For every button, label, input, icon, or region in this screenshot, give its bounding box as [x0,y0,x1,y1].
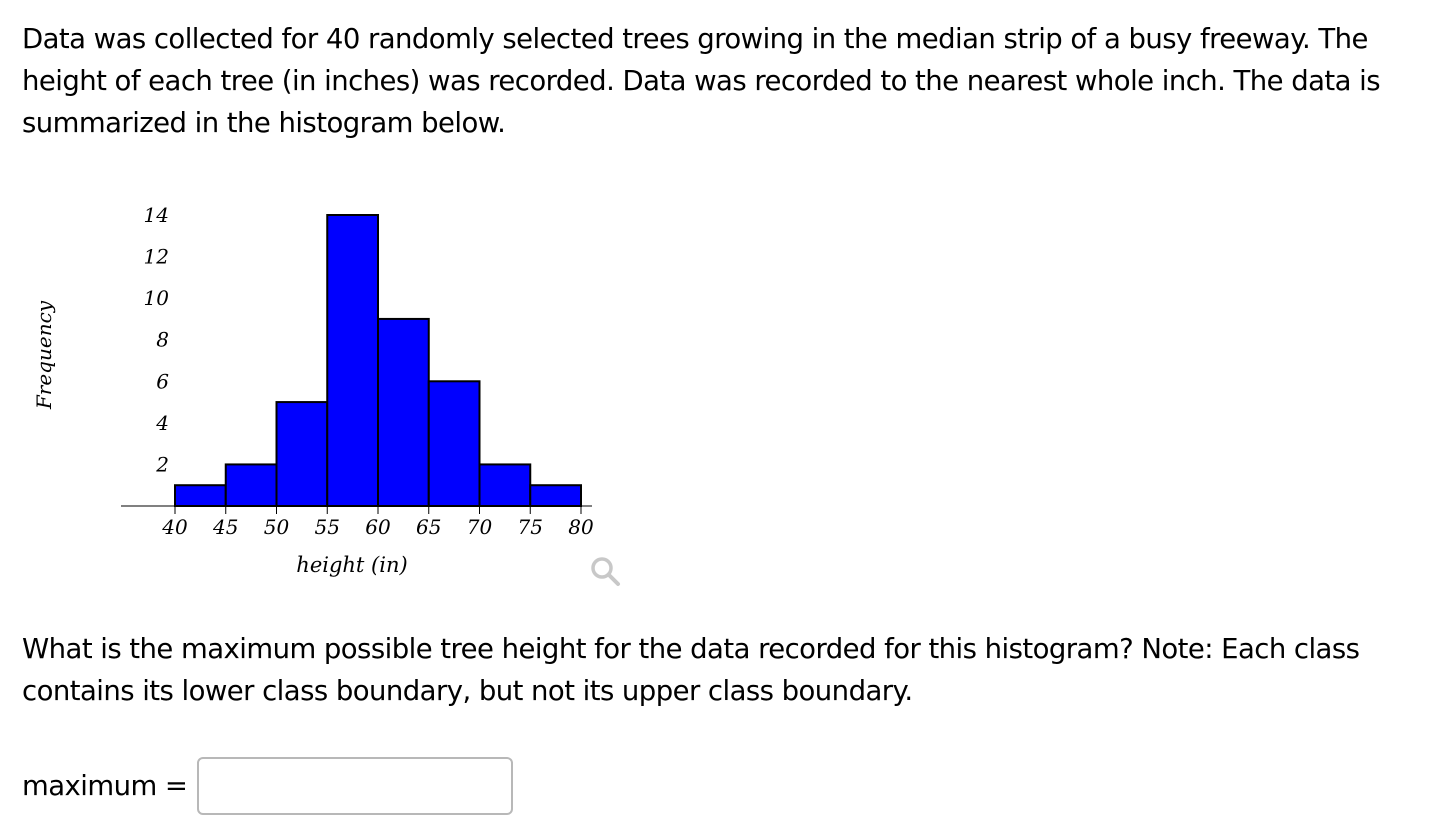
histogram-bar [529,484,582,508]
problem-statement: Data was collected for 40 randomly selec… [22,23,1381,139]
histogram-bar [478,463,532,507]
histogram-bar [224,463,278,507]
x-tick-label: 75 [518,515,543,539]
y-tick-label: 2 [155,452,169,476]
magnifier-icon[interactable] [588,555,624,589]
x-tick-label: 40 [161,515,188,539]
answer-row: maximum = [22,757,514,815]
histogram-bar [377,317,430,507]
x-tick-label: 80 [568,515,594,539]
histogram-bar [174,484,227,508]
y-axis-label: Frequency [32,300,56,410]
y-tick-label: 10 [144,286,170,310]
histogram-bars [174,214,582,508]
x-tick-labels: 40 45 50 55 60 65 70 75 80 [161,515,594,539]
x-tick-label: 55 [315,515,340,539]
y-tick-label: 14 [144,203,169,227]
y-tick-label: 12 [144,245,169,269]
x-tick-label: 70 [467,515,493,539]
histogram-bar [427,380,481,507]
y-tick-label: 4 [155,411,169,435]
y-tick-labels: 2 4 6 8 10 12 14 [144,203,170,476]
y-tick-label: 8 [156,328,169,352]
x-tick-label: 45 [212,515,238,539]
x-tick-label: 65 [416,515,441,539]
histogram-bar [326,214,379,507]
x-tick-label: 60 [365,515,391,539]
y-tick-label: 6 [156,369,169,393]
question-text: What is the maximum possible tree height… [22,633,1360,707]
x-axis-label: height (in) [296,553,407,577]
maximum-input[interactable] [197,757,514,815]
axes [121,505,592,514]
x-tick-label: 50 [264,515,290,539]
maximum-label: maximum = [22,770,188,802]
histogram-bar [275,401,329,508]
